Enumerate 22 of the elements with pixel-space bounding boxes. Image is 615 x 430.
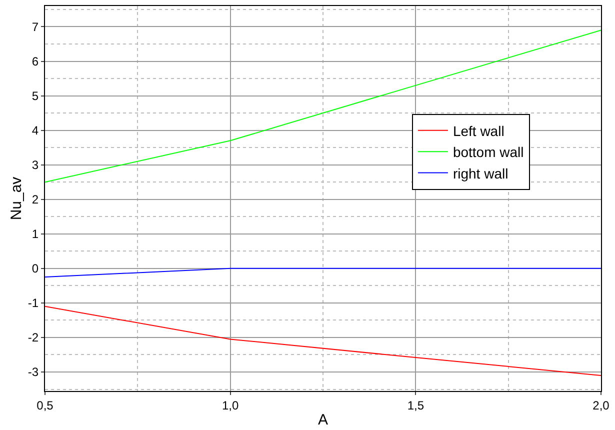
y-tick-label: 6 — [32, 54, 39, 68]
x-tick-label: 1,5 — [407, 398, 424, 412]
x-tick-label: 1,0 — [222, 398, 239, 412]
y-tick-label: 7 — [32, 20, 39, 34]
y-tick-label: -1 — [28, 296, 39, 310]
y-tick-label: -2 — [28, 330, 39, 345]
x-tick-label: 0,5 — [36, 398, 54, 412]
y-tick-label: 5 — [32, 88, 39, 103]
legend-label: right wall — [452, 165, 508, 182]
legend-label: Left wall — [452, 122, 504, 139]
line-series — [45, 30, 601, 183]
y-tick-label: 1 — [32, 227, 39, 242]
y-tick-label: -3 — [28, 365, 39, 380]
y-tick-label: 4 — [32, 124, 39, 138]
y-axis-title: Nu_av — [8, 176, 26, 220]
line-series — [45, 306, 601, 376]
y-tick-label: 3 — [32, 158, 39, 172]
y-tick-label: 0 — [32, 262, 39, 276]
x-axis-title: A — [318, 411, 328, 428]
y-tick-label: 2 — [32, 192, 39, 207]
legend-label: bottom wall — [452, 144, 524, 160]
x-tick-label: 2,0 — [592, 398, 610, 412]
